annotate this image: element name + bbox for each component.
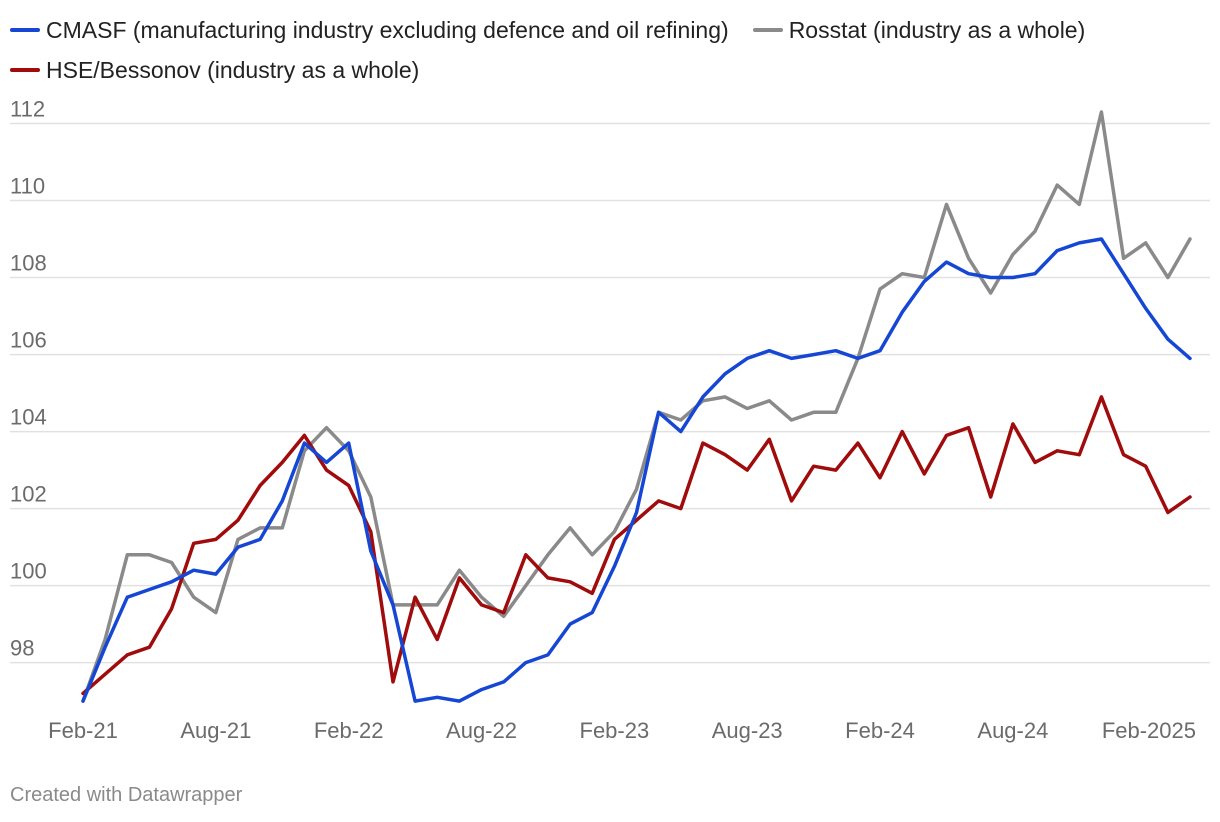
- y-tick-label-106: 106: [10, 328, 47, 353]
- x-tick-label-Aug-21: Aug-21: [180, 718, 251, 743]
- x-tick-label-Aug-24: Aug-24: [977, 718, 1048, 743]
- y-tick-label-98: 98: [10, 636, 34, 661]
- legend-item-rosstat: Rosstat (industry as a whole): [752, 16, 1086, 44]
- series-line-cmasf: [81, 237, 1192, 703]
- x-tick-label-Feb-23: Feb-23: [580, 718, 650, 743]
- legend-swatch-cmasf: [10, 28, 40, 32]
- legend-label-cmasf: CMASF (manufacturing industry excluding …: [46, 16, 729, 43]
- y-tick-label-110: 110: [10, 174, 45, 199]
- x-axis-ticks: Feb-21 Aug-21 Feb-22 Aug-22 Feb-23 Aug-23 Feb-…: [48, 718, 1196, 743]
- x-tick-label-Feb-22: Feb-22: [314, 718, 384, 743]
- credit-text: Created with Datawrapper: [10, 784, 243, 806]
- x-tick-label-Aug-23: Aug-23: [712, 718, 783, 743]
- legend-item-cmasf: CMASF (manufacturing industry excluding …: [10, 17, 729, 44]
- x-tick-label-Feb-21: Feb-21: [48, 718, 118, 743]
- legend-row-2: HSE/Bessonov (industry as a whole): [10, 50, 1210, 90]
- legend-item-hse: HSE/Bessonov (industry as a whole): [10, 57, 419, 84]
- legend-label-hse: HSE/Bessonov (industry as a whole): [46, 56, 420, 83]
- y-tick-label-104: 104: [10, 405, 47, 430]
- legend-swatch-hse: [10, 68, 40, 72]
- y-axis-ticks: 98 100 102 104 106 108 110 112: [10, 97, 47, 661]
- series-lines: [81, 110, 1192, 703]
- y-tick-label-100: 100: [10, 559, 47, 584]
- legend: CMASF (manufacturing industry excluding …: [10, 10, 1210, 90]
- x-tick-label-Feb-24: Feb-24: [845, 718, 915, 743]
- y-tick-label-108: 108: [10, 251, 47, 276]
- x-tick-label-Aug-22: Aug-22: [446, 718, 517, 743]
- legend-row-1: CMASF (manufacturing industry excluding …: [10, 10, 1210, 50]
- x-tick-label-Feb-2025: Feb-2025: [1102, 718, 1196, 743]
- y-tick-label-102: 102: [10, 482, 47, 507]
- legend-swatch-rosstat: [752, 28, 783, 32]
- y-tick-label-112: 112: [10, 97, 45, 122]
- legend-label-rosstat: Rosstat (industry as a whole): [788, 16, 1086, 43]
- series-line-hse: [81, 395, 1192, 696]
- gridlines: [10, 122, 1210, 664]
